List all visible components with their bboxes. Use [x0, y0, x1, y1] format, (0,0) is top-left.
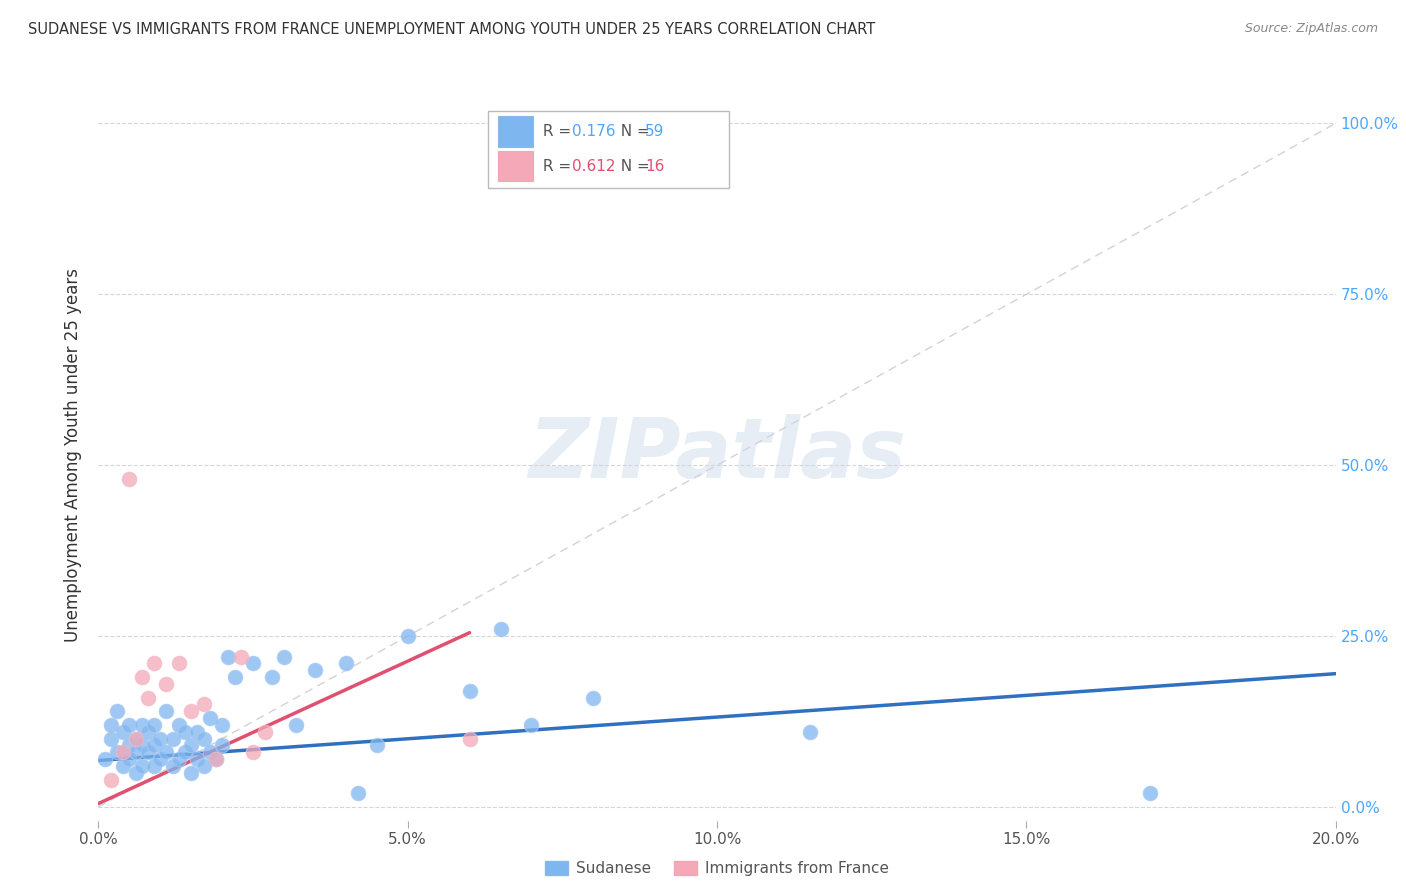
- Point: [489, 622, 512, 636]
- Point: [335, 657, 357, 671]
- Point: [131, 670, 153, 684]
- Point: [143, 739, 166, 753]
- Point: [112, 745, 135, 759]
- Point: [155, 704, 177, 718]
- Point: [186, 724, 208, 739]
- Point: [1139, 786, 1161, 800]
- Point: [124, 745, 146, 759]
- Y-axis label: Unemployment Among Youth under 25 years: Unemployment Among Youth under 25 years: [65, 268, 83, 642]
- Point: [100, 772, 122, 787]
- Point: [174, 724, 197, 739]
- Point: [193, 731, 215, 746]
- Text: SUDANESE VS IMMIGRANTS FROM FRANCE UNEMPLOYMENT AMONG YOUTH UNDER 25 YEARS CORRE: SUDANESE VS IMMIGRANTS FROM FRANCE UNEMP…: [28, 22, 876, 37]
- Point: [100, 718, 122, 732]
- Point: [100, 731, 122, 746]
- Text: N =: N =: [610, 124, 654, 139]
- FancyBboxPatch shape: [498, 116, 533, 147]
- Point: [520, 718, 543, 732]
- Point: [155, 745, 177, 759]
- Point: [162, 759, 184, 773]
- Point: [198, 745, 221, 759]
- Text: R =: R =: [537, 159, 575, 174]
- Point: [149, 752, 172, 766]
- Point: [260, 670, 283, 684]
- Point: [105, 704, 128, 718]
- Point: [366, 739, 388, 753]
- Point: [224, 670, 246, 684]
- Point: [205, 752, 228, 766]
- Point: [155, 677, 177, 691]
- Point: [118, 472, 141, 486]
- Point: [582, 690, 605, 705]
- Text: Source: ZipAtlas.com: Source: ZipAtlas.com: [1244, 22, 1378, 36]
- Point: [167, 657, 190, 671]
- Point: [124, 731, 146, 746]
- Point: [211, 739, 233, 753]
- Point: [118, 718, 141, 732]
- Point: [180, 704, 202, 718]
- Point: [143, 718, 166, 732]
- Point: [131, 718, 153, 732]
- Point: [118, 739, 141, 753]
- Point: [242, 657, 264, 671]
- Text: ZIPatlas: ZIPatlas: [529, 415, 905, 495]
- Point: [205, 752, 228, 766]
- FancyBboxPatch shape: [498, 151, 533, 181]
- Point: [131, 759, 153, 773]
- Point: [93, 752, 115, 766]
- Point: [105, 745, 128, 759]
- Point: [131, 739, 153, 753]
- Text: 0.612: 0.612: [572, 159, 616, 174]
- Point: [112, 724, 135, 739]
- Point: [229, 649, 252, 664]
- Point: [167, 718, 190, 732]
- Point: [118, 752, 141, 766]
- Point: [180, 765, 202, 780]
- Text: R =: R =: [537, 124, 575, 139]
- Point: [149, 731, 172, 746]
- Point: [186, 752, 208, 766]
- Text: 59: 59: [645, 124, 665, 139]
- Point: [458, 683, 481, 698]
- Point: [285, 718, 308, 732]
- Point: [304, 663, 326, 677]
- Point: [347, 786, 370, 800]
- Legend: Sudanese, Immigrants from France: Sudanese, Immigrants from France: [540, 855, 894, 882]
- Text: 16: 16: [645, 159, 665, 174]
- Point: [254, 724, 277, 739]
- Point: [217, 649, 239, 664]
- Point: [162, 731, 184, 746]
- Point: [198, 711, 221, 725]
- Point: [211, 718, 233, 732]
- Point: [136, 724, 159, 739]
- Point: [167, 752, 190, 766]
- Point: [273, 649, 295, 664]
- Point: [143, 759, 166, 773]
- Point: [124, 765, 146, 780]
- Point: [174, 745, 197, 759]
- Point: [799, 724, 821, 739]
- Point: [180, 739, 202, 753]
- Point: [136, 690, 159, 705]
- Point: [396, 629, 419, 643]
- Point: [458, 731, 481, 746]
- Text: 0.176: 0.176: [572, 124, 616, 139]
- Point: [242, 745, 264, 759]
- Point: [136, 745, 159, 759]
- FancyBboxPatch shape: [488, 112, 730, 188]
- Point: [124, 731, 146, 746]
- Point: [193, 759, 215, 773]
- Point: [112, 759, 135, 773]
- Point: [143, 657, 166, 671]
- Point: [193, 698, 215, 712]
- Text: N =: N =: [610, 159, 654, 174]
